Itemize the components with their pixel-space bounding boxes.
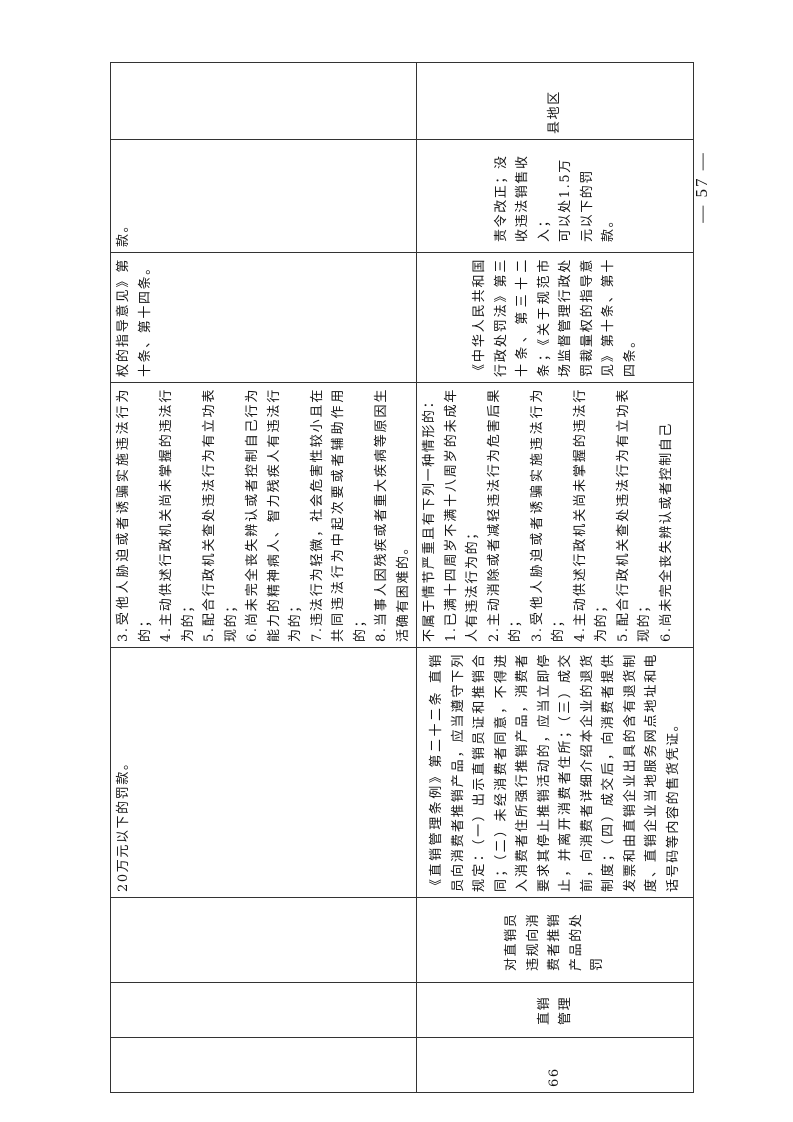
legal-basis-cell: 《直销管理条例》第二十二条 直销员向消费者推销产品，应当遵守下列规定：（一）出示… bbox=[416, 647, 694, 898]
penalty-text: 可以处1.5万元以下的罚款。 bbox=[558, 158, 616, 242]
condition-item: 3.受他人胁迫或者诱骗实施违法行为的； bbox=[116, 388, 153, 642]
conditions-cell: 不属于情节严重且有下列一种情形的： 1.已满十四周岁不满十八周岁的未成年人有违法… bbox=[416, 382, 694, 648]
penalty-text: 责令改正；没收违法销售收入； bbox=[493, 154, 552, 242]
category-cell bbox=[110, 982, 417, 1038]
condition-item: 3.受他人胁迫或者诱骗实施违法行为的； bbox=[529, 388, 567, 642]
item-cell: 对直销员违规向消费者推销产品的处罚 bbox=[416, 897, 694, 983]
condition-item: 6.尚未完全丧失辨认或者控制自己 bbox=[658, 421, 674, 642]
penalty-cell: 款。 bbox=[110, 139, 417, 253]
basis-cell: 权的指导意见》第十条、第十四条。 bbox=[110, 252, 417, 383]
condition-item: 5.配合行政机关查处违法行为有立功表现的； bbox=[615, 388, 653, 642]
item-cell bbox=[110, 897, 417, 983]
table-row: 20万元以下的罚款。 3.受他人胁迫或者诱骗实施违法行为的； 4.主动供述行政机… bbox=[110, 62, 417, 1093]
penalty-cell: 责令改正；没收违法销售收入； 可以处1.5万元以下的罚款。 bbox=[416, 139, 694, 253]
condition-item: 8.当事人因残疾或者重大疾病等原因生活确有困难的。 bbox=[374, 388, 411, 642]
conditions-cell: 3.受他人胁迫或者诱骗实施违法行为的； 4.主动供述行政机关尚未掌握的违法行为的… bbox=[110, 382, 417, 648]
row-number: 66 bbox=[416, 1037, 694, 1093]
penalty-block: 责令改正；没收违法销售收入； 可以处1.5万元以下的罚款。 bbox=[491, 150, 620, 242]
penalty-table: 20万元以下的罚款。 3.受他人胁迫或者诱骗实施违法行为的； 4.主动供述行政机… bbox=[110, 62, 694, 1093]
category-text: 直销管理 bbox=[536, 995, 574, 1025]
condition-item: 2.主动消除或者减轻违法行为危害后果的； bbox=[486, 388, 524, 642]
item-text: 对直销员违规向消费者推销产品的处罚 bbox=[504, 912, 606, 971]
condition-item: 7.违法行为轻微，社会危害性较小且在共同违法行为中起次要或者辅助作用的； bbox=[309, 388, 368, 642]
condition-item: 1.已满十四周岁不满十八周岁的未成年人有违法行为的； bbox=[443, 388, 481, 642]
condition-item: 5.配合行政机关查处违法行为有立功表现的； bbox=[202, 388, 239, 642]
row-number bbox=[110, 1037, 417, 1093]
condition-item: 6.尚未完全丧失辨认或者控制自己行为能力的精神病人、智力残疾人有违法行为的； bbox=[245, 388, 303, 642]
level-cell bbox=[110, 62, 417, 140]
basis-cell: 《中华人民共和国行政处罚法》第三十条、第三十二条；《关于规范市场监督管理行政处罚… bbox=[416, 252, 694, 383]
condition-item: 4.主动供述行政机关尚未掌握的违法行为的； bbox=[572, 388, 610, 642]
legal-basis-cell: 20万元以下的罚款。 bbox=[110, 647, 417, 898]
condition-item: 不属于情节严重且有下列一种情形的： bbox=[422, 393, 437, 642]
page-number: — 57 — bbox=[692, 151, 711, 223]
condition-item: 4.主动供述行政机关尚未掌握的违法行为的； bbox=[159, 388, 196, 642]
category-cell: 直销管理 bbox=[416, 982, 694, 1038]
penalty-text: 款。 bbox=[116, 217, 131, 247]
table-row: 66 直销管理 对直销员违规向消费者推销产品的处罚 《直销管理条例》第二十二条 … bbox=[416, 62, 694, 1093]
level-cell: 县地区 bbox=[416, 62, 694, 140]
